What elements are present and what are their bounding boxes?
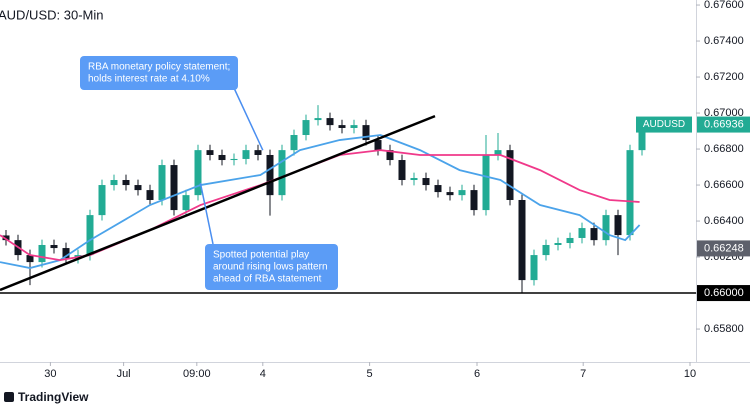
x-tick-label: 5 — [367, 368, 373, 380]
candle-body — [62, 248, 70, 259]
candle-body — [578, 228, 586, 238]
y-tick-label: 0.67000 — [704, 107, 744, 119]
candle-body — [170, 165, 178, 211]
symbol-tag — [636, 116, 692, 133]
candle-body — [458, 190, 466, 196]
candle-body — [302, 120, 310, 136]
candle-body — [518, 199, 526, 281]
candle-body — [290, 135, 298, 151]
candle-body — [530, 255, 538, 281]
candle-body — [50, 244, 58, 249]
price-tag — [697, 116, 750, 133]
candle-body — [626, 150, 634, 236]
y-tick-label: 0.66600 — [704, 179, 744, 191]
x-tick-label: 6 — [474, 368, 480, 380]
price-tag — [697, 285, 750, 302]
candle-body — [494, 150, 502, 155]
candle-body — [602, 215, 610, 241]
candle-body — [326, 118, 334, 126]
annotation-text: around rising lows pattern — [213, 262, 328, 273]
candle-body — [386, 150, 394, 161]
y-tick-label: 0.67400 — [704, 35, 744, 47]
candle-body — [278, 150, 286, 196]
price-tag-label: 0.66248 — [704, 242, 744, 254]
price-tag-label: 0.66936 — [704, 118, 744, 130]
candle-body — [482, 154, 490, 211]
candle-body — [86, 215, 94, 256]
candle-body — [254, 150, 262, 155]
candle-body — [230, 158, 238, 161]
annotation-box — [205, 244, 338, 290]
y-tick-label: 0.67600 — [704, 0, 744, 11]
price-tag-label: 0.66000 — [704, 287, 744, 299]
y-tick-label: 0.66800 — [704, 143, 744, 155]
candle-body — [38, 244, 46, 263]
branding: TradingView — [18, 390, 89, 404]
symbol-tag-label: AUDUSD — [643, 119, 685, 130]
annotation-text: holds interest rate at 4.10% — [88, 74, 210, 85]
candle-body — [122, 180, 130, 186]
candle-body — [314, 118, 322, 121]
candle-body — [338, 125, 346, 128]
candle-body — [434, 185, 442, 193]
x-tick-label: 7 — [580, 368, 586, 380]
x-tick-label: 09:00 — [183, 368, 211, 380]
annotation-box — [80, 56, 238, 90]
candle-body — [146, 190, 154, 200]
candle-body — [134, 185, 142, 191]
candle-body — [398, 160, 406, 181]
annotation-pointer — [233, 87, 264, 151]
x-tick-label: 10 — [684, 368, 696, 380]
candle-body — [554, 243, 562, 245]
candle-body — [590, 228, 598, 241]
candle-body — [26, 255, 34, 263]
candle-body — [542, 244, 550, 256]
candle-body — [506, 150, 514, 200]
candle-body — [362, 125, 370, 141]
chart-title: AUD/USD: 30-Min — [0, 7, 103, 22]
candle-body — [614, 215, 622, 236]
candle-body — [350, 125, 358, 128]
candle-body — [638, 124, 646, 151]
annotation-text: RBA monetary policy statement; — [88, 62, 230, 73]
x-tick-label: Jul — [117, 368, 131, 380]
candle-body — [206, 150, 214, 155]
candle-body — [422, 178, 430, 186]
annotation-text: ahead of RBA statement — [213, 274, 322, 285]
candle-body — [242, 150, 250, 159]
candle-body — [266, 154, 274, 196]
line — [0, 134, 641, 269]
candle-body — [158, 165, 166, 200]
candle-body — [218, 154, 226, 161]
candle-body — [2, 235, 10, 241]
candle-body — [446, 192, 454, 196]
annotation: RBA monetary policy statement;holds inte… — [80, 56, 264, 151]
candle-body — [194, 150, 202, 196]
logo — [4, 392, 14, 402]
candle-body — [110, 180, 118, 186]
y-tick-label: 0.66400 — [704, 215, 744, 227]
y-tick-label: 0.67200 — [704, 71, 744, 83]
candle-body — [410, 178, 418, 181]
price-tag — [697, 240, 750, 257]
candle-body — [374, 140, 382, 151]
x-tick-label: 30 — [44, 368, 56, 380]
candle-body — [566, 237, 574, 244]
y-tick-label: 0.65800 — [704, 323, 744, 335]
candle-body — [182, 195, 190, 211]
annotation-text: Spotted potential play — [213, 250, 309, 261]
candle-body — [470, 190, 478, 211]
x-tick-label: 4 — [260, 368, 266, 380]
candle-body — [98, 185, 106, 216]
line — [0, 114, 436, 292]
annotation-pointer — [199, 182, 214, 245]
